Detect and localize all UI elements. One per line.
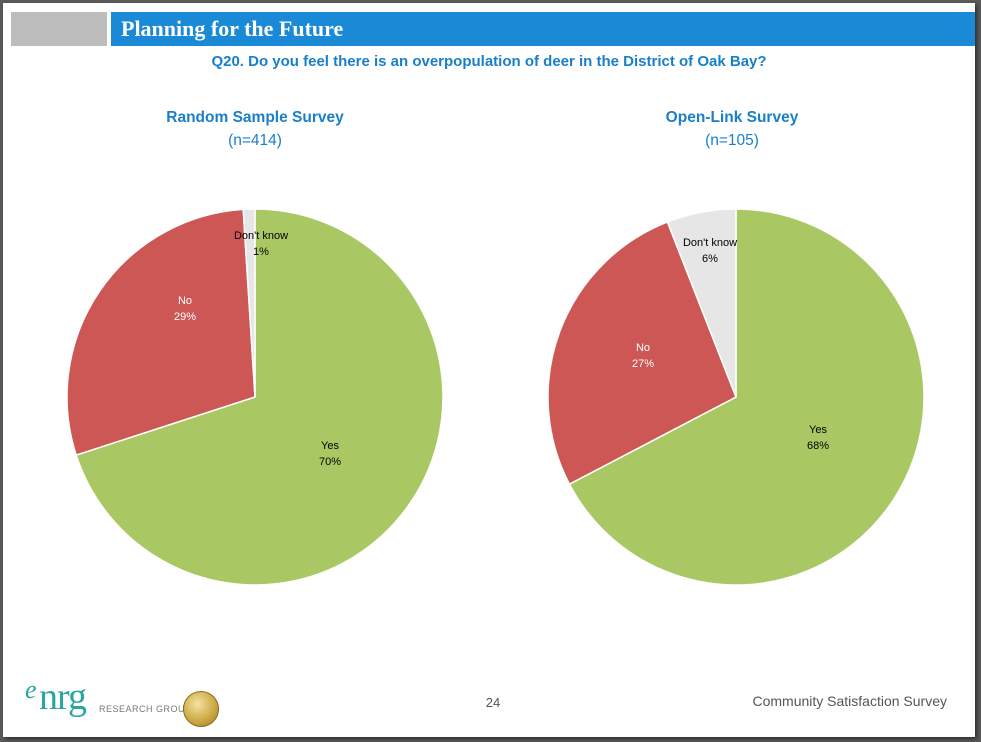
- data-label-openlink-yes-value: 68%: [807, 440, 829, 452]
- data-label-random-don-t-know-name: Don't know: [234, 230, 288, 242]
- enrg-logo: e nrg RESEARCH GROUP: [25, 673, 225, 727]
- page-number: 24: [485, 695, 501, 710]
- pie-charts: Yes 70% No 29% Don't know 1% Yes 68% No 27% Don't …: [66, 208, 925, 586]
- data-label-openlink-don-t-know-value: 6%: [702, 253, 718, 265]
- pie-slice-random-don-t-know: [242, 208, 256, 398]
- data-label-openlink-yes-name: Yes: [809, 424, 827, 436]
- title-bar: Planning for the Future: [111, 12, 975, 46]
- chart-n-openlink: (n=105): [705, 132, 759, 149]
- header-accent-block: [11, 12, 107, 46]
- data-label-random-yes-name: Yes: [321, 440, 339, 452]
- pie-slice-random-no: [66, 208, 256, 457]
- page-title: Planning for the Future: [121, 16, 344, 41]
- chart-title-openlink: Open-Link Survey: [665, 109, 799, 126]
- pie-slice-random-yes: [75, 208, 444, 586]
- pie-slice-openlink-yes: [568, 208, 925, 586]
- logo-nrg-letters: nrg: [39, 676, 87, 718]
- data-label-openlink-no-name: No: [636, 342, 650, 354]
- chart-n-random: (n=414): [228, 132, 282, 149]
- data-label-random-don-t-know-value: 1%: [253, 246, 269, 258]
- pie-slice-openlink-no: [547, 220, 737, 486]
- award-seal-icon: [183, 691, 219, 727]
- pie-slice-openlink-don-t-know: [666, 208, 737, 398]
- chart-title-random: Random Sample Survey: [166, 109, 344, 126]
- logo-e-letter: e: [25, 675, 37, 704]
- report-page: Planning for the Future Q20. Do you feel…: [3, 3, 975, 737]
- question-text: Q20. Do you feel there is an overpopulat…: [211, 53, 767, 70]
- data-label-random-no-name: No: [178, 295, 192, 307]
- data-label-openlink-no-value: 27%: [632, 358, 654, 370]
- logo-research-group: RESEARCH GROUP: [99, 704, 192, 714]
- data-label-openlink-don-t-know-name: Don't know: [683, 237, 737, 249]
- data-label-random-yes-value: 70%: [319, 456, 341, 468]
- data-label-random-no-value: 29%: [174, 311, 196, 323]
- report-name: Community Satisfaction Survey: [752, 693, 947, 709]
